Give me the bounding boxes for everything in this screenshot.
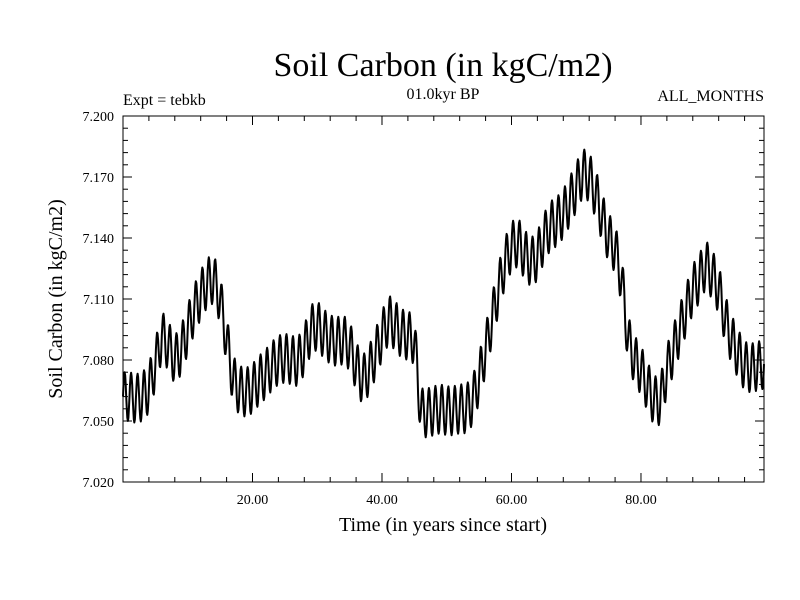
y-tick-label: 7.200 (83, 110, 115, 125)
x-tick-label: 80.00 (625, 493, 657, 508)
y-axis-ticks: 7.020 7.050 7.080 7.110 7.140 7.170 7.200 (83, 110, 764, 491)
x-tick-label: 60.00 (496, 493, 528, 508)
x-tick-label: 40.00 (366, 493, 398, 508)
y-tick-label: 7.170 (83, 171, 115, 186)
y-tick-label: 7.050 (83, 415, 115, 430)
chart-subtitle: 01.0kyr BP (407, 86, 480, 103)
x-axis-ticks: 20.00 40.00 60.00 80.00 (148, 116, 746, 508)
x-axis-label: Time (in years since start) (339, 514, 547, 536)
period-label: ALL_MONTHS (657, 88, 764, 105)
series-line-soil-carbon (122, 148, 765, 439)
plot-frame (122, 115, 765, 483)
y-tick-label: 7.080 (83, 354, 115, 369)
chart-title: Soil Carbon (in kgC/m2) (273, 47, 612, 84)
y-tick-label: 7.110 (83, 293, 114, 308)
y-tick-label: 7.140 (83, 232, 115, 247)
y-axis-label: Soil Carbon (in kgC/m2) (45, 199, 67, 398)
experiment-label: Expt = tebkb (123, 92, 206, 109)
x-tick-label: 20.00 (237, 493, 269, 508)
y-tick-label: 7.020 (83, 476, 115, 491)
